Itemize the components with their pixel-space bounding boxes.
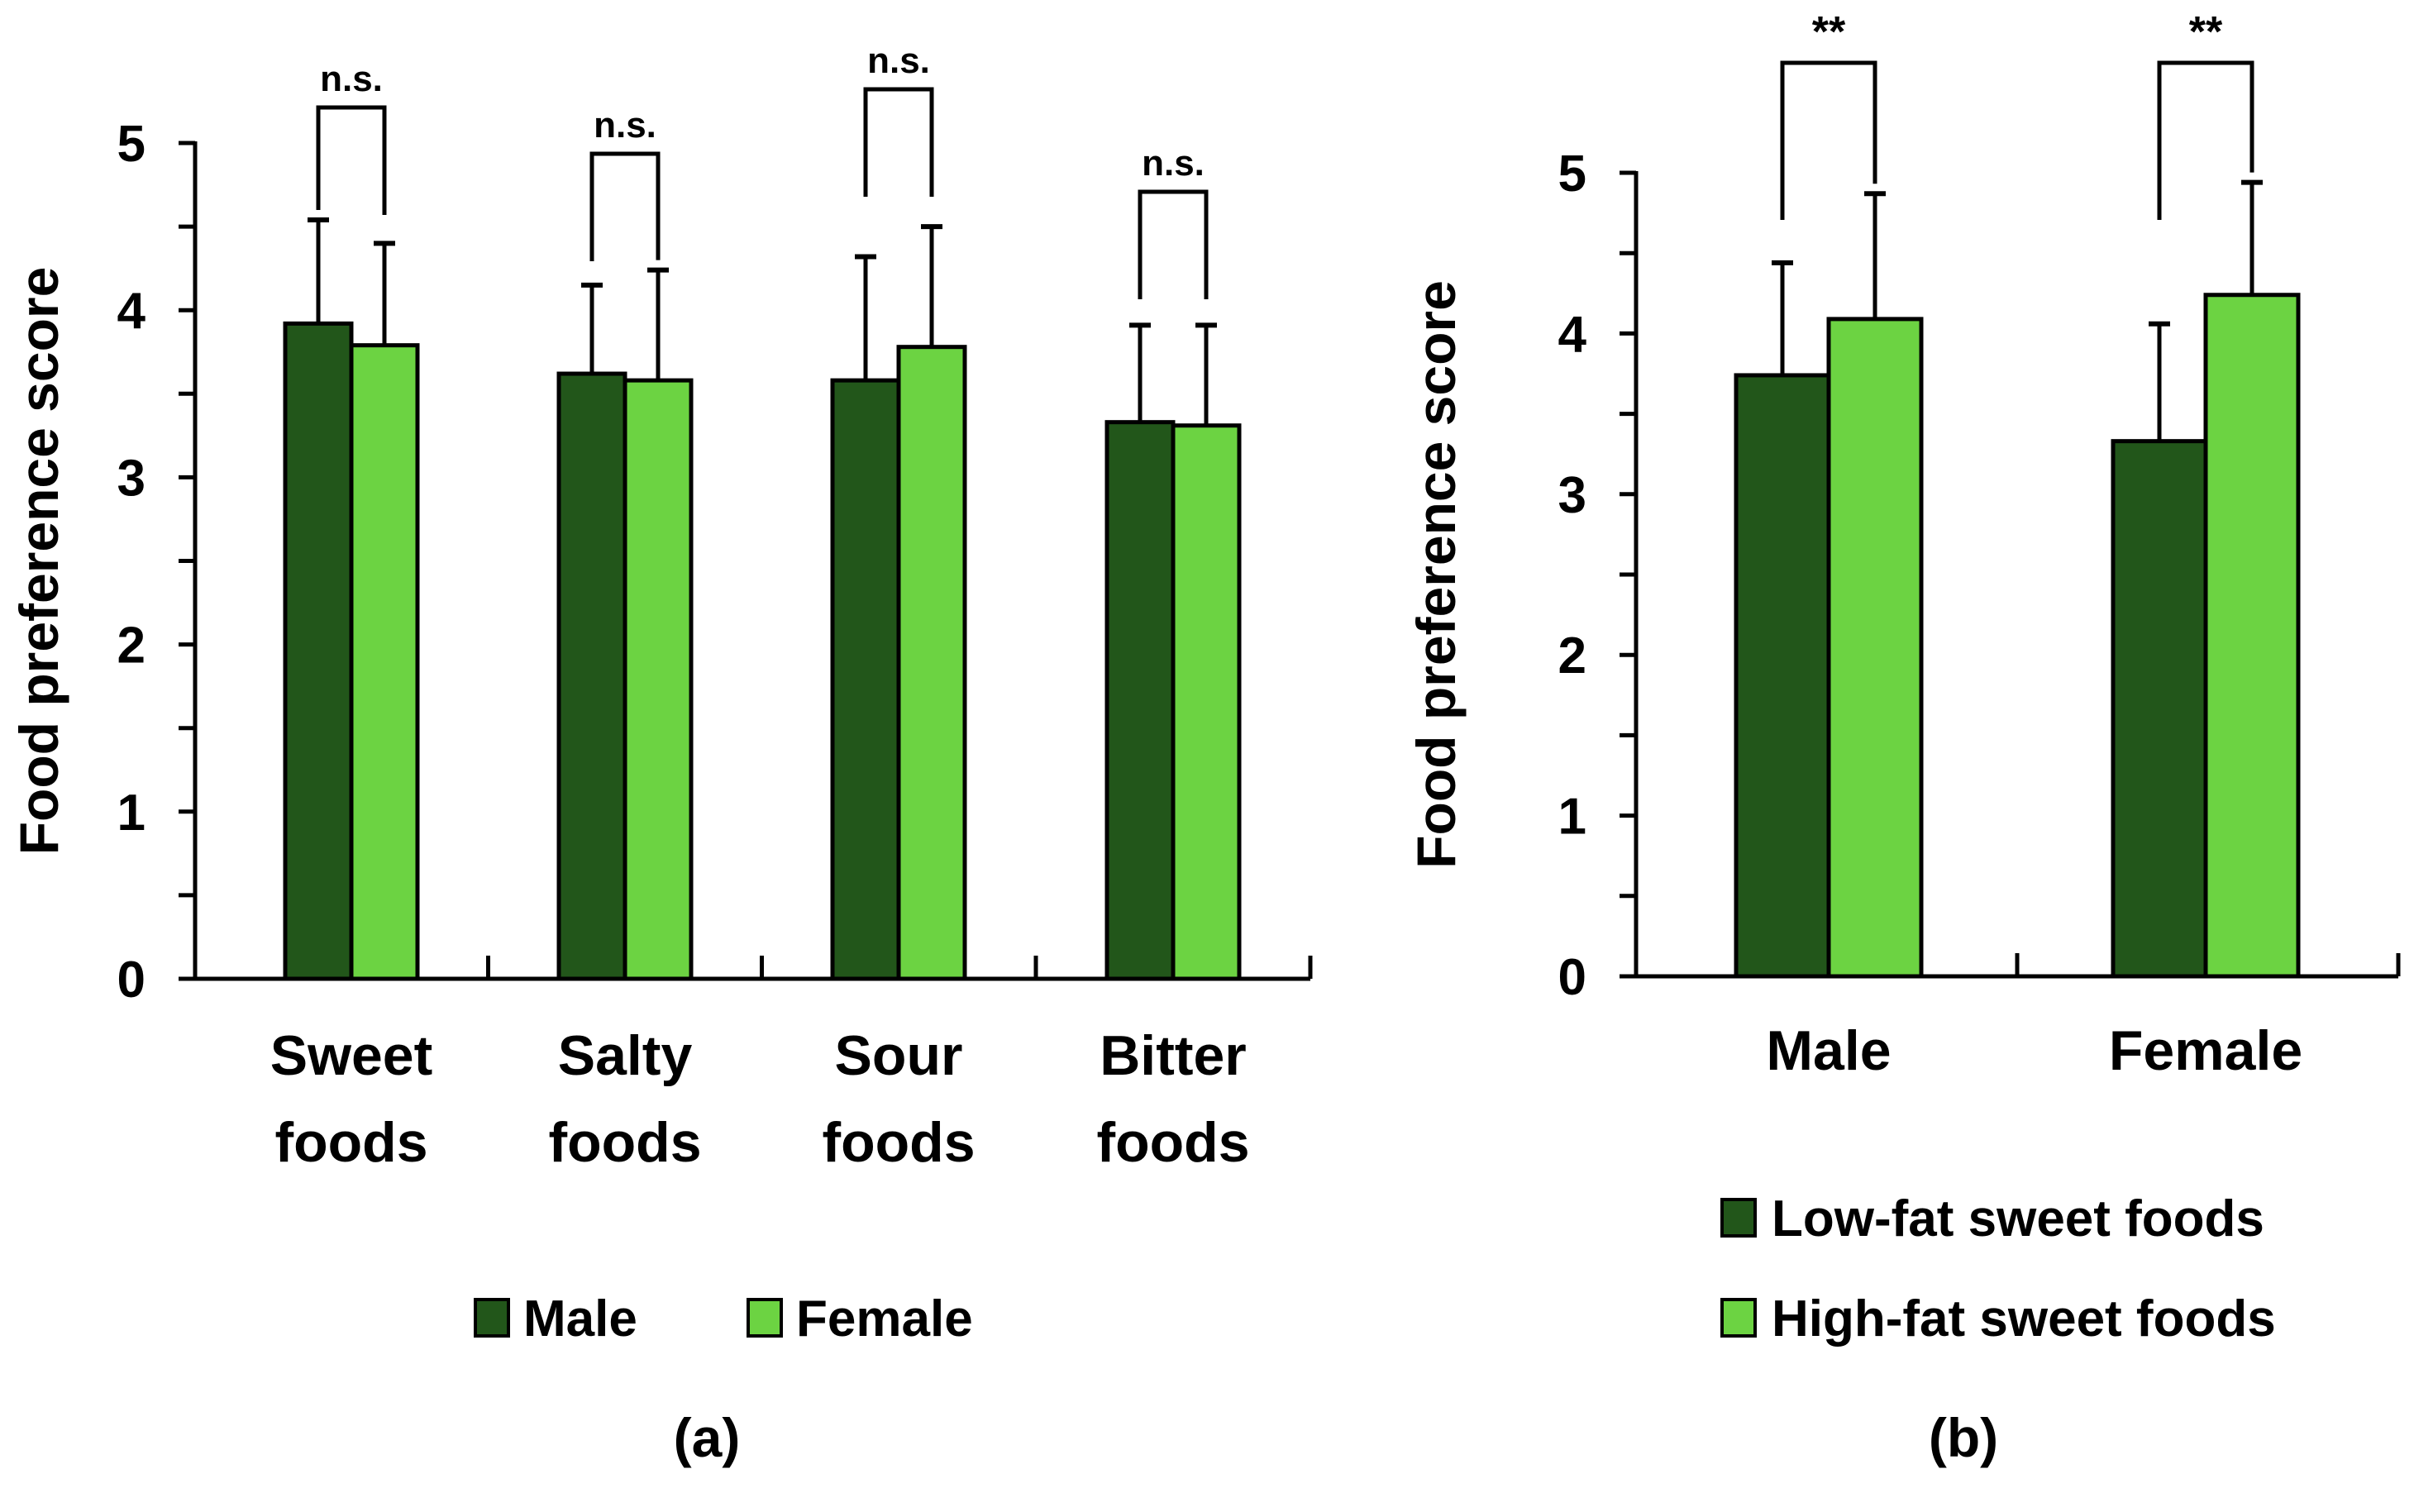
bar-female	[896, 345, 967, 981]
legend-label: High-fat sweet foods	[1772, 1290, 2276, 1347]
significance-label: **	[2189, 8, 2223, 56]
x-category-label: Salty	[558, 1024, 693, 1087]
y-tick-label: 1	[1558, 789, 1586, 846]
x-category-label: Sour	[835, 1024, 963, 1087]
y-tick-label: 2	[1558, 627, 1586, 684]
significance-bracket	[1138, 189, 1209, 299]
panel-b-chart: 0 1 2 3 4 5 Food preference score ** Male ** Femal…	[1405, 8, 2401, 1468]
significance-bracket	[589, 151, 661, 261]
x-category-label: Male	[1766, 1019, 1891, 1082]
bar-male	[830, 378, 901, 981]
panel-label: (b)	[1929, 1407, 1998, 1468]
x-category-label: Sweet	[270, 1024, 433, 1087]
y-tick-label: 3	[1558, 467, 1586, 524]
significance-bracket	[1780, 60, 1877, 220]
legend-label: Male	[523, 1290, 637, 1347]
bar-female	[349, 343, 420, 981]
y-tick-label: 4	[117, 283, 146, 340]
bar-high-fat-sweet-foods	[1826, 317, 1924, 979]
y-tick-label: 0	[117, 952, 146, 1009]
y-tick-label: 4	[1558, 306, 1587, 363]
x-category-label: Female	[2109, 1019, 2302, 1082]
y-tick-label: 5	[1558, 145, 1586, 203]
y-tick-label: 3	[117, 450, 146, 507]
y-tick-label: 2	[117, 618, 146, 675]
significance-label: n.s.	[1142, 143, 1205, 184]
x-category-label: foods	[1096, 1111, 1249, 1174]
bar-female	[623, 378, 694, 981]
significance-label: **	[1812, 8, 1846, 56]
significance-bracket	[2157, 60, 2254, 220]
significance-bracket	[863, 87, 934, 197]
bar-high-fat-sweet-foods	[2203, 293, 2301, 979]
x-category-label: foods	[274, 1111, 427, 1174]
y-tick-label: 1	[117, 785, 146, 842]
legend-label: Low-fat sweet foods	[1772, 1190, 2264, 1247]
legend-swatch	[747, 1298, 783, 1338]
bar-low-fat-sweet-foods	[1734, 373, 1831, 979]
y-axis-label: Food preference score	[1405, 280, 1467, 869]
legend-label: Female	[796, 1290, 973, 1347]
y-tick-label: 5	[117, 116, 146, 173]
significance-bracket	[316, 105, 387, 215]
x-category-label: Bitter	[1100, 1024, 1247, 1087]
significance-label: n.s.	[320, 59, 383, 99]
significance-label: n.s.	[867, 41, 930, 81]
bar-male	[1104, 420, 1176, 981]
y-axis-label: Food preference score	[8, 267, 69, 856]
bar-male	[283, 321, 354, 981]
panel-label: (a)	[674, 1407, 741, 1468]
bar-male	[556, 371, 627, 981]
legend-swatch	[474, 1298, 510, 1338]
bar-female	[1171, 423, 1242, 981]
x-category-label: foods	[822, 1111, 975, 1174]
panel-a-chart: 0 1 2 3 4 5 Food preference score n.s. Sweet food…	[8, 41, 1313, 1468]
x-category-label: foods	[548, 1111, 701, 1174]
bar-low-fat-sweet-foods	[2111, 439, 2208, 979]
significance-label: n.s.	[594, 105, 656, 145]
legend-swatch	[1720, 1198, 1757, 1238]
legend-swatch	[1720, 1298, 1757, 1338]
y-tick-label: 0	[1558, 949, 1586, 1006]
